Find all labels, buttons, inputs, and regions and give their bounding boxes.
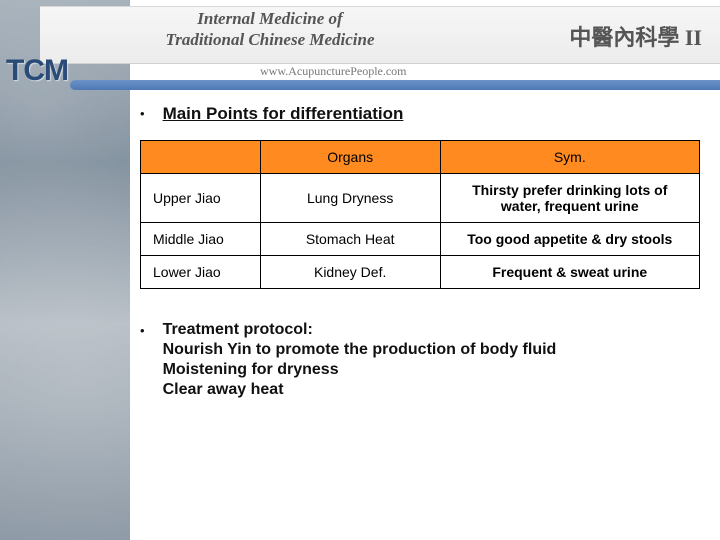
bullet-protocol: • Treatment protocol: Nourish Yin to pro… bbox=[140, 321, 696, 399]
table-cell-sym: Too good appetite & dry stools bbox=[440, 223, 699, 256]
table-cell-organs: Stomach Heat bbox=[260, 223, 440, 256]
protocol-lines: Nourish Yin to promote the production of… bbox=[163, 341, 557, 399]
bullet-dot-icon: • bbox=[140, 106, 145, 121]
protocol-line: Moistening for dryness bbox=[163, 361, 557, 379]
slide-content: • Main Points for differentiation Organs… bbox=[140, 104, 696, 415]
protocol-line: Clear away heat bbox=[163, 381, 557, 399]
table-row: Middle Jiao Stomach Heat Too good appeti… bbox=[141, 223, 700, 256]
table-header-row: Organs Sym. bbox=[141, 141, 700, 174]
table-cell-label: Lower Jiao bbox=[141, 256, 261, 289]
table-cell-sym: Thirsty prefer drinking lots of water, f… bbox=[440, 174, 699, 223]
header-title-cn: 中醫內科學 II bbox=[569, 20, 702, 52]
table-cell-sym: Frequent & sweat urine bbox=[440, 256, 699, 289]
differentiation-table: Organs Sym. Upper Jiao Lung Dryness Thir… bbox=[140, 140, 700, 289]
table-header-blank bbox=[141, 141, 261, 174]
table-cell-label: Middle Jiao bbox=[141, 223, 261, 256]
header-title-en: Internal Medicine of Traditional Chinese… bbox=[140, 8, 400, 51]
table-cell-organs: Lung Dryness bbox=[260, 174, 440, 223]
header-blue-bar bbox=[70, 80, 720, 90]
header-title-en-line2: Traditional Chinese Medicine bbox=[165, 30, 374, 49]
header-site-url: www.AcupuncturePeople.com bbox=[260, 64, 407, 79]
header-title-en-line1: Internal Medicine of bbox=[197, 9, 342, 28]
bullet-main-points: • Main Points for differentiation bbox=[140, 104, 696, 124]
table-row: Upper Jiao Lung Dryness Thirsty prefer d… bbox=[141, 174, 700, 223]
tcm-logo: TCM bbox=[6, 54, 68, 88]
bullet-dot-icon: • bbox=[140, 323, 145, 338]
slide: Internal Medicine of Traditional Chinese… bbox=[0, 0, 720, 540]
table-cell-label: Upper Jiao bbox=[141, 174, 261, 223]
bullet-main-points-text: Main Points for differentiation bbox=[163, 104, 404, 124]
table-cell-organs: Kidney Def. bbox=[260, 256, 440, 289]
table-header-sym: Sym. bbox=[440, 141, 699, 174]
table-header-organs: Organs bbox=[260, 141, 440, 174]
protocol-heading: Treatment protocol: bbox=[163, 321, 557, 339]
protocol-block: Treatment protocol: Nourish Yin to promo… bbox=[163, 321, 557, 399]
slide-header: Internal Medicine of Traditional Chinese… bbox=[0, 0, 720, 88]
table-row: Lower Jiao Kidney Def. Frequent & sweat … bbox=[141, 256, 700, 289]
protocol-line: Nourish Yin to promote the production of… bbox=[163, 341, 557, 359]
